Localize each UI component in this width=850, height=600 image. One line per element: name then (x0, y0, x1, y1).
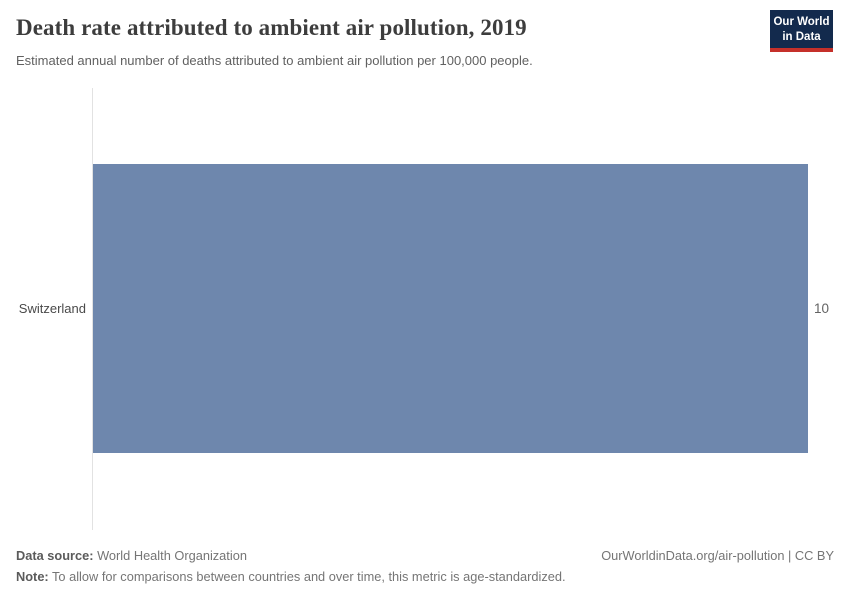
data-source-label: Data source: (16, 548, 94, 563)
entity-label-switzerland: Switzerland (18, 301, 86, 316)
credit-link[interactable]: OurWorldinData.org/air-pollution | CC BY (601, 548, 834, 563)
bar-value-label: 10 (814, 301, 830, 316)
owid-logo[interactable]: Our World in Data (770, 10, 833, 52)
page-title: Death rate attributed to ambient air pol… (16, 15, 527, 40)
chart-subtitle: Estimated annual number of deaths attrib… (16, 53, 533, 68)
note-line: Note: To allow for comparisons between c… (16, 569, 566, 584)
note-label: Note: (16, 569, 49, 584)
data-source-line: Data source: World Health Organization (16, 548, 247, 563)
bar-switzerland[interactable] (93, 164, 808, 453)
owid-logo-line2: in Data (782, 30, 821, 43)
y-axis-line (92, 88, 93, 530)
note-value: To allow for comparisons between countri… (48, 569, 566, 584)
data-source-value: World Health Organization (93, 548, 247, 563)
owid-logo-line1: Our World (773, 16, 830, 28)
